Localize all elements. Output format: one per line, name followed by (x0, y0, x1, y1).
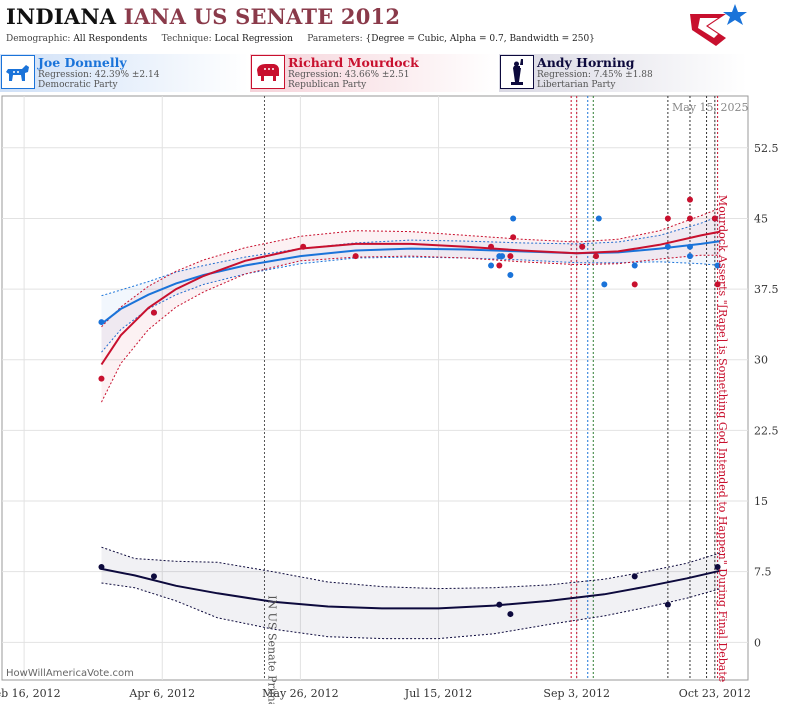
poll-point (98, 319, 105, 326)
upper-bound-line (101, 215, 721, 297)
candidate-regression: Regression: 7.45% ±1.88 (537, 70, 653, 80)
regression-line (100, 240, 721, 325)
state-title: INDIANA (6, 4, 117, 29)
upper-bound-line (101, 207, 721, 328)
poll-point (686, 196, 693, 203)
poll-point (352, 253, 359, 260)
y-tick-label: 45 (754, 212, 768, 225)
poll-point (664, 243, 671, 250)
poll-point (714, 563, 721, 570)
candidate-regression: Regression: 42.39% ±2.14 (38, 70, 160, 80)
poll-point (664, 215, 671, 222)
upper-bound-line (101, 546, 721, 590)
candidate-name: Joe Donnelly (38, 55, 127, 70)
poll-point (98, 563, 105, 570)
x-tick-label: May 26, 2012 (262, 687, 339, 700)
poll-point (496, 601, 503, 608)
candidate-horning: Andy Horning Regression: 7.45% ±1.88 Lib… (499, 54, 747, 92)
poll-point (595, 215, 602, 222)
x-tick-label: Jul 15, 2012 (404, 687, 473, 700)
poll-point (664, 601, 671, 608)
candidate-mourdock: Richard Mourdock Regression: 43.66% ±2.5… (250, 54, 498, 92)
confidence-band (101, 215, 721, 353)
poll-point (593, 253, 600, 260)
poll-point (631, 573, 638, 580)
y-tick-label: 0 (754, 636, 761, 649)
poll-point (631, 281, 638, 288)
lower-bound-line (101, 582, 721, 640)
poll-point (507, 611, 514, 618)
regression-line (100, 230, 721, 366)
poll-point (510, 234, 517, 241)
technique-label: Technique: (161, 34, 212, 44)
poll-point (510, 215, 517, 222)
parameters-label: Parameters: (307, 34, 363, 44)
confidence-band (101, 208, 721, 403)
site-credit: HowWillAmericaVote.com (6, 668, 134, 679)
x-tick-label: Feb 16, 2012 (0, 687, 61, 700)
y-tick-label: 15 (754, 495, 768, 508)
poll-point (711, 215, 718, 222)
y-tick-label: 30 (754, 354, 768, 367)
y-tick-label: 7.5 (754, 566, 772, 579)
poll-point (488, 243, 495, 250)
candidate-regression: Regression: 43.66% ±2.51 (288, 70, 410, 80)
lower-bound-line (101, 254, 721, 403)
candidate-legend: Joe Donnelly Regression: 42.39% ±2.14 De… (0, 54, 789, 94)
poll-point (150, 573, 157, 580)
poll-point (98, 375, 105, 382)
poll-point (601, 281, 608, 288)
x-tick-label: Apr 6, 2012 (128, 687, 195, 700)
poll-point (631, 262, 638, 269)
plot-area (1, 95, 749, 681)
technique-value: Local Regression (214, 34, 293, 44)
x-tick-label: Oct 23, 2012 (679, 687, 751, 700)
poll-point (686, 253, 693, 260)
poll-point (507, 253, 514, 260)
event-annotation: Mourdock Asserts "[Rape] is Something Go… (716, 195, 729, 682)
y-tick-label: 37.5 (754, 283, 779, 296)
poll-point (686, 243, 693, 250)
poll-point (686, 215, 693, 222)
date-stamp: May 15, 2025 (672, 101, 749, 114)
race-title: IANA US SENATE 2012 (123, 4, 401, 29)
poll-point (714, 281, 721, 288)
site-logo-icon (690, 4, 747, 46)
event-annotation: IN US Senate Primary (265, 595, 278, 704)
candidate-donnelly: Joe Donnelly Regression: 42.39% ±2.14 De… (0, 54, 249, 92)
poll-point (488, 262, 495, 269)
poll-point (714, 262, 721, 269)
statue-of-liberty-icon (500, 55, 534, 89)
poll-point (499, 253, 506, 260)
poll-point (496, 262, 503, 269)
y-tick-label: 52.5 (754, 142, 779, 155)
demographic-value: All Respondents (73, 34, 148, 44)
elephant-icon (251, 55, 285, 89)
parameters-value: {Degree = Cubic, Alpha = 0.7, Bandwidth … (365, 34, 595, 44)
y-tick-label: 22.5 (754, 424, 779, 437)
header: INDIANA IANA US SENATE 2012 Demographic:… (0, 0, 789, 50)
demographic-label: Demographic: (6, 34, 71, 44)
candidate-name: Richard Mourdock (288, 55, 419, 70)
parameters-line: Demographic: All Respondents Technique: … (6, 34, 595, 44)
candidate-party: Democratic Party (38, 80, 118, 90)
candidate-party: Republican Party (288, 80, 367, 90)
candidate-name: Andy Horning (537, 55, 635, 70)
candidate-party: Libertarian Party (537, 80, 616, 90)
donkey-icon (1, 55, 35, 89)
poll-point (300, 243, 307, 250)
confidence-band (101, 547, 721, 639)
poll-point (507, 271, 514, 278)
page-title: INDIANA IANA US SENATE 2012 (6, 4, 400, 29)
poll-point (579, 243, 586, 250)
regression-line (101, 567, 721, 610)
x-tick-label: Sep 3, 2012 (543, 687, 610, 700)
poll-point (150, 309, 157, 316)
